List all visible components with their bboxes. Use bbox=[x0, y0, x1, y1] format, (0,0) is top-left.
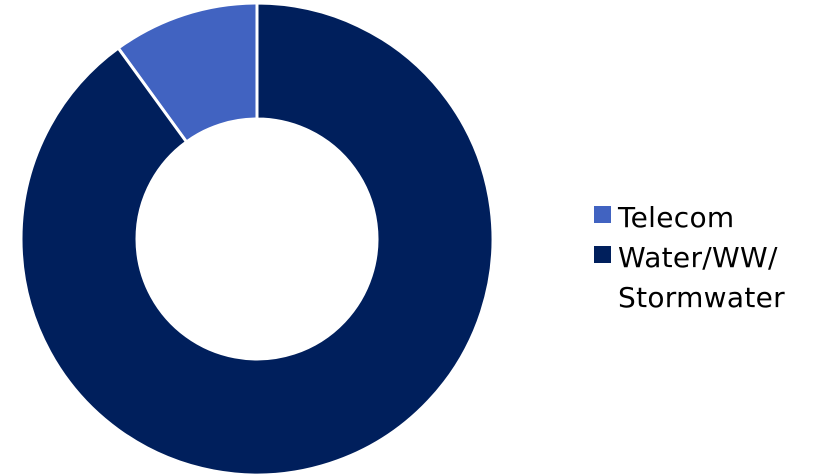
legend-label-water: Water/WW/ Stormwater bbox=[618, 241, 785, 314]
donut-slices bbox=[19, 1, 495, 474]
legend-label-telecom: Telecom bbox=[618, 201, 735, 234]
legend-swatch-telecom bbox=[594, 206, 611, 223]
legend-swatch-water bbox=[594, 246, 611, 263]
chart-legend: Telecom Water/WW/ Stormwater bbox=[594, 198, 814, 318]
donut-slice-water-ww-stormwater bbox=[19, 1, 495, 474]
legend-item-telecom: Telecom bbox=[594, 198, 814, 238]
legend-item-water: Water/WW/ Stormwater bbox=[594, 238, 814, 318]
